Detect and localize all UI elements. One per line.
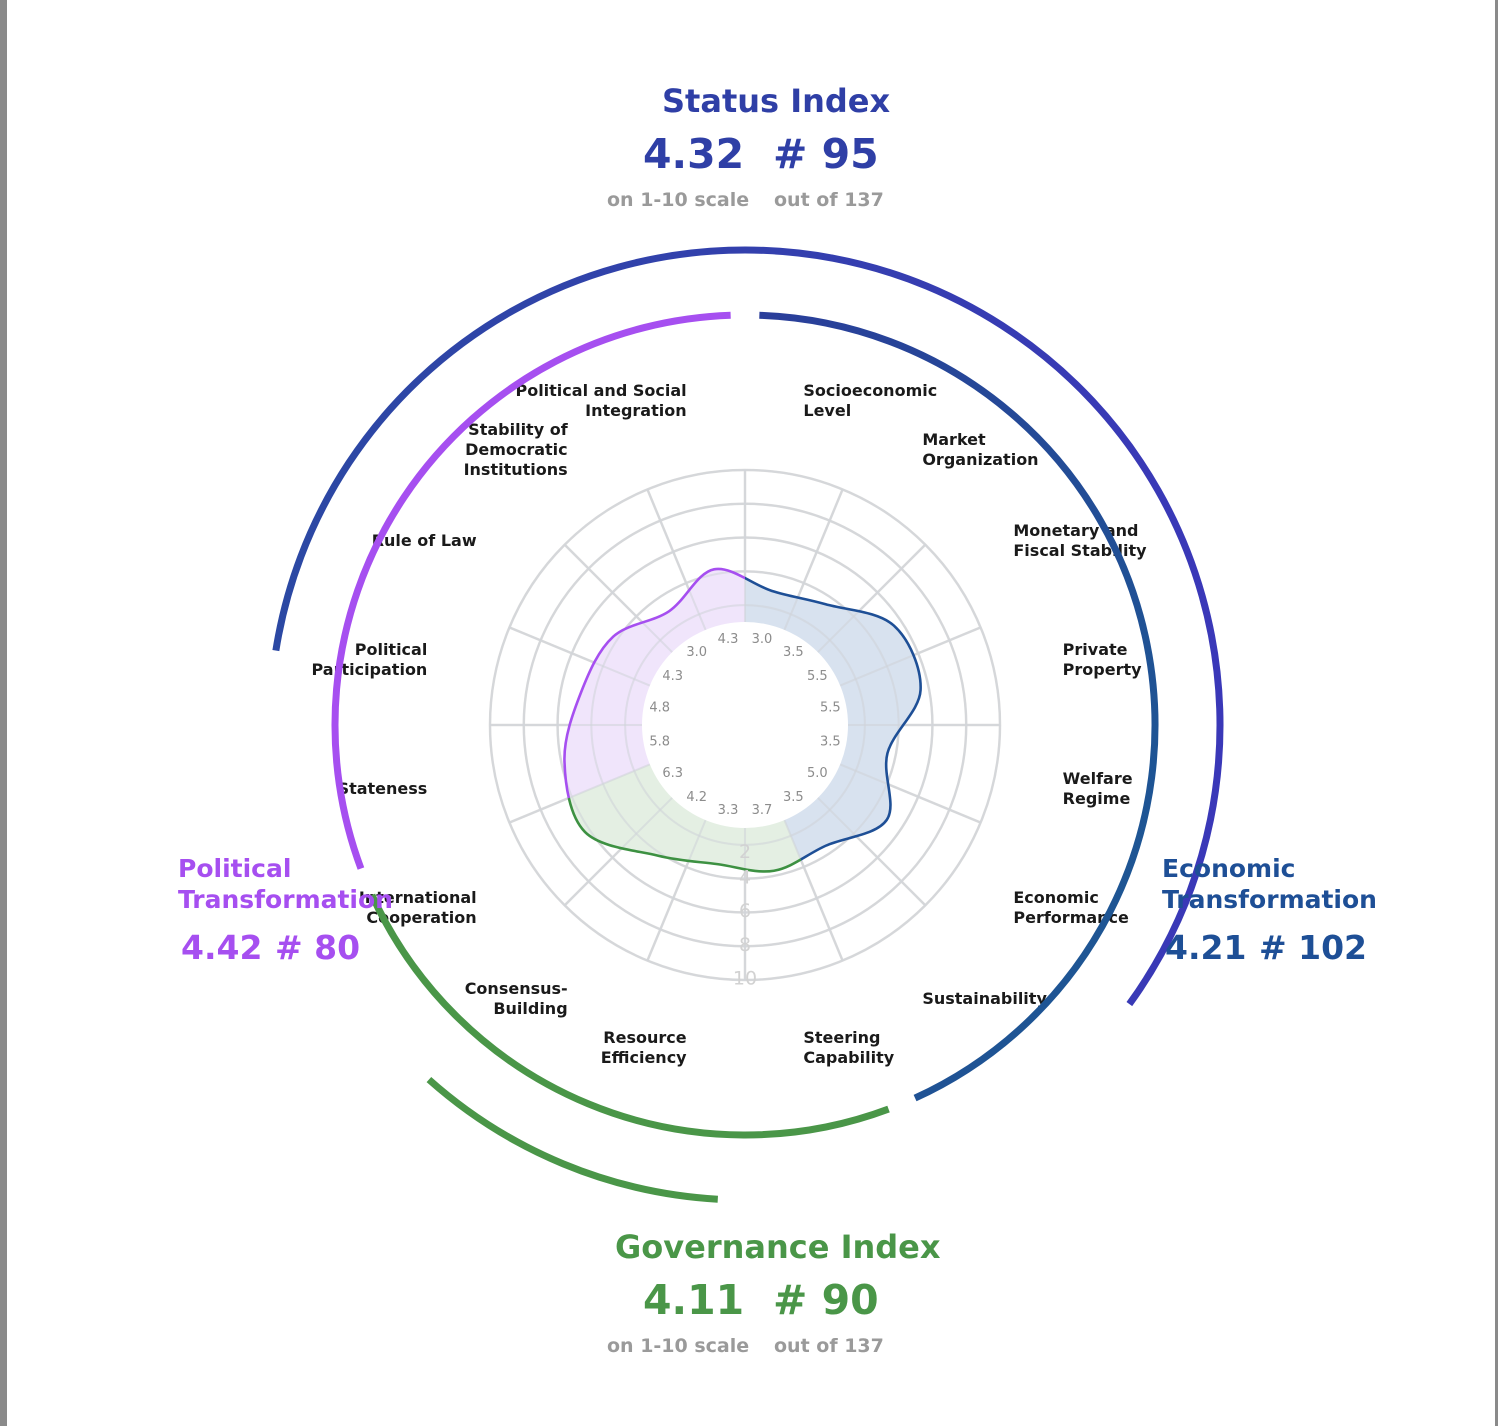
economic-transformation-score: 4.21: [1165, 928, 1247, 967]
political-transformation-title: Political Transformation: [178, 854, 393, 914]
grid-spoke-overlay: [646, 819, 707, 961]
value-label: 3.5: [783, 790, 804, 805]
value-labels: 3.03.55.55.53.55.03.53.73.34.26.35.84.84…: [649, 632, 840, 818]
grid-spoke-overlay: [783, 819, 844, 961]
value-label: 4.3: [718, 632, 739, 647]
grid-spoke-overlay: [509, 626, 651, 687]
category-label: Welfare Regime: [1063, 769, 1133, 808]
political-transformation-score: 4.42: [181, 928, 263, 967]
category-label: Resource Efficiency: [601, 1028, 687, 1067]
category-label: Sustainability: [922, 989, 1047, 1008]
arc-governance-transformation: [368, 893, 890, 1139]
category-label: Economic Performance: [1013, 888, 1129, 927]
economic-transformation-title: Economic Transformation: [1162, 854, 1377, 914]
score-area-economic: [745, 568, 921, 872]
governance-index-title: Governance Index: [615, 1228, 941, 1266]
category-label: Socioeconomic Level: [803, 381, 937, 420]
value-label: 6.3: [662, 766, 683, 781]
grid-spoke-overlay: [646, 489, 707, 631]
category-label: Market Organization: [922, 430, 1038, 469]
value-label: 5.5: [807, 669, 828, 684]
left-window-border: [0, 0, 7, 1426]
scale-label-8: 8: [739, 934, 751, 956]
value-label: 4.2: [686, 790, 707, 805]
arc-political-transformation: [331, 311, 731, 870]
status-index-rank-note: out of 137: [774, 189, 884, 211]
status-index-rank: # 95: [773, 130, 879, 178]
category-label: Consensus-Building: [465, 979, 568, 1018]
grid-spoke-overlay: [563, 543, 673, 653]
grid-spoke-overlay: [839, 626, 981, 687]
status-index-score-note: on 1-10 scale: [607, 189, 750, 211]
category-label: Political Participation: [311, 640, 427, 679]
status-index-score: 4.32: [643, 130, 745, 178]
right-window-border: [1495, 0, 1498, 1426]
category-label: Stability of Democratic Institutions: [464, 420, 569, 479]
category-label: Steering Capability: [803, 1028, 894, 1067]
value-label: 3.5: [820, 734, 841, 749]
governance-index-score: 4.11: [643, 1276, 745, 1324]
economic-transformation-rank: # 102: [1259, 928, 1368, 967]
value-label: 4.3: [662, 669, 683, 684]
grid-spoke-overlay: [563, 797, 673, 907]
index-arcs: [272, 246, 1224, 1203]
value-label: 4.8: [649, 701, 670, 716]
value-label: 5.0: [807, 766, 828, 781]
value-label: 3.7: [752, 803, 773, 818]
scale-label-2: 2: [739, 841, 751, 863]
arc-governance-index: [426, 1076, 718, 1203]
grid-spoke-overlay: [817, 797, 927, 907]
category-label: Private Property: [1063, 640, 1142, 679]
scale-label-4: 4: [739, 866, 751, 888]
value-label: 3.5: [783, 645, 804, 660]
political-transformation-rank: # 80: [275, 928, 361, 967]
value-label: 3.0: [752, 632, 773, 647]
value-label: 5.8: [649, 734, 670, 749]
category-label: Rule of Law: [372, 531, 477, 550]
bti-country-chart: 2 4 6 8 10 3.0 3.5 5.5 5.5 3.5 5.0 3.5 3.7 3.3 4.2 6.3…: [7, 0, 1495, 1426]
governance-index-rank: # 90: [773, 1276, 879, 1324]
score-outline-governance: [563, 725, 899, 873]
grid-spoke-overlay: [509, 763, 651, 824]
scale-labels: 2 4 6 8 10: [733, 841, 757, 990]
value-label: 3.0: [686, 645, 707, 660]
grid-spoke-overlay: [839, 763, 981, 824]
arc-economic-transformation: [759, 311, 1159, 1102]
arc-status-index: [272, 246, 1224, 1007]
scale-label-6: 6: [739, 900, 751, 922]
score-outlines: [563, 567, 922, 873]
score-outline-economic: [745, 567, 922, 873]
category-label: International Cooperation: [359, 888, 477, 927]
status-index-title: Status Index: [662, 82, 891, 120]
category-label: Monetary and Fiscal Stability: [1013, 521, 1147, 560]
governance-index-rank-note: out of 137: [774, 1335, 884, 1357]
value-label: 3.3: [718, 803, 739, 818]
category-label: Stateness: [338, 779, 428, 798]
grid-spoke-overlay: [783, 489, 844, 631]
grid-spoke-overlay: [817, 543, 927, 653]
scale-label-10: 10: [733, 968, 757, 990]
score-area-fills: [489, 469, 1001, 981]
governance-index-score-note: on 1-10 scale: [607, 1335, 750, 1357]
inner-disk: [642, 622, 848, 828]
value-label: 5.5: [820, 701, 841, 716]
category-label: Political and Social Integration: [515, 381, 686, 420]
